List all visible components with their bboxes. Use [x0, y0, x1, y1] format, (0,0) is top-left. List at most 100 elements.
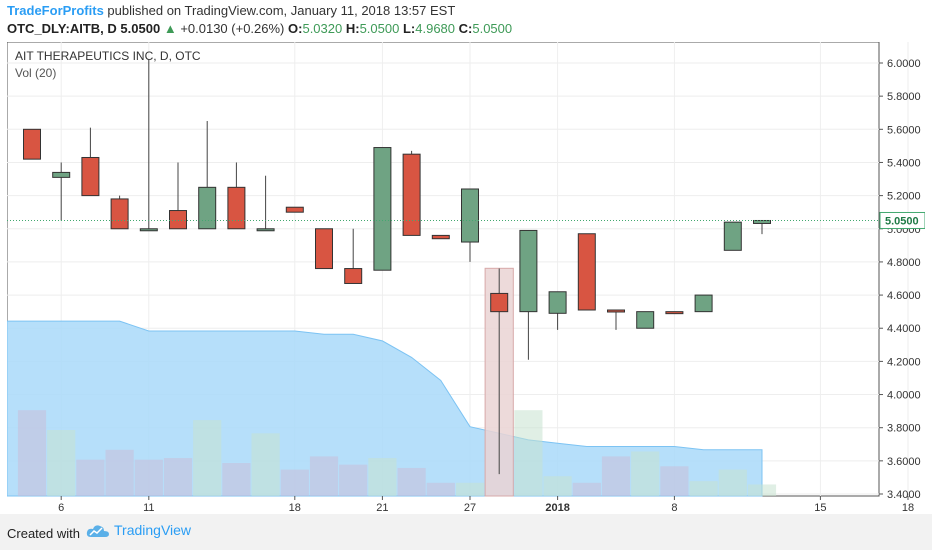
high-value: 5.0500: [359, 21, 400, 36]
created-with-text: Created with: [7, 526, 80, 541]
volume-bar: [105, 449, 134, 496]
candle-body: [723, 221, 742, 251]
open-label: O:: [288, 21, 303, 36]
y-tick-label: 5.4000: [887, 157, 921, 169]
volume-bar: [163, 458, 193, 496]
volume-bar: [47, 430, 76, 496]
price-chart[interactable]: 6.00005.80005.60005.40005.20005.00004.80…: [7, 42, 925, 514]
y-tick-label: 5.6000: [887, 124, 921, 136]
candle-body: [607, 309, 625, 313]
candle-body: [694, 294, 713, 313]
change-up-icon: ▲: [163, 21, 177, 36]
candle-body: [519, 229, 538, 313]
candle-body: [344, 268, 363, 284]
volume-bar: [455, 482, 485, 496]
volume-bar: [368, 458, 397, 496]
x-tick-label: 6: [58, 502, 64, 514]
volume-bar: [543, 476, 572, 496]
candle-body: [461, 188, 479, 243]
volume-bar: [222, 463, 251, 496]
volume-layer: [7, 267, 777, 497]
x-tick-label: 21: [376, 502, 388, 514]
volume-bar: [17, 410, 47, 496]
candle-body: [256, 228, 275, 232]
tradingview-brand: TradingView: [114, 522, 192, 538]
volume-bar: [660, 466, 689, 496]
x-tick-label: 8: [671, 502, 677, 514]
volume-bar: [193, 420, 222, 496]
y-tick-label: 6.0000: [887, 58, 921, 70]
chart-frame[interactable]: 6.0000 5.8000 5.6000 5.4000 5.2000 5.0000 4.80…: [7, 42, 925, 514]
low-label: L:: [402, 21, 416, 36]
volume-bar: [426, 482, 455, 496]
candles-layer: [23, 59, 771, 475]
candle-body: [198, 186, 217, 230]
y-tick-label: 3.6000: [887, 456, 921, 468]
y-tick-label: 5.2000: [887, 191, 921, 203]
volume-bar: [718, 469, 747, 496]
candle-body: [227, 186, 246, 230]
high-label: H:: [345, 21, 360, 36]
candle-body: [665, 311, 684, 315]
volume-bar: [280, 469, 309, 496]
volume-legend: Vol (20): [15, 66, 56, 80]
volume-bar: [397, 467, 426, 496]
volume-bar: [631, 451, 660, 496]
y-tick-label: 3.8000: [887, 423, 921, 435]
candle-body: [402, 153, 421, 236]
x-tick-label: 18: [902, 502, 914, 514]
y-tick-label: 4.0000: [887, 390, 921, 402]
close-label: C:: [458, 21, 473, 36]
last-price-badge: [879, 211, 925, 229]
candle-body: [110, 198, 129, 230]
close-value: 5.0500: [472, 21, 513, 36]
candle-body: [753, 219, 771, 224]
volume-bar: [251, 433, 280, 496]
open-value: 5.0320: [302, 21, 343, 36]
footer-bar: Created with TradingView: [0, 514, 932, 550]
candle-body: [490, 292, 509, 313]
chart-title: AIT THERAPEUTICS INC, D, OTC: [15, 49, 201, 63]
volume-bar: [76, 459, 105, 496]
candle-body: [431, 234, 450, 240]
candle-body: [373, 147, 392, 271]
x-tick-label: 27: [464, 502, 476, 514]
candle-body: [81, 156, 100, 197]
candle-body: [52, 171, 71, 178]
symbol-label: OTC_DLY:AITB, D: [7, 21, 117, 36]
y-tick-label: 4.8000: [887, 257, 921, 269]
change-value: +0.0130 (+0.26%): [180, 21, 285, 36]
candle-body: [285, 206, 304, 213]
y-tick-label: 4.2000: [887, 356, 921, 368]
publish-line: TradeForProfits published on TradingView…: [7, 3, 455, 18]
volume-bar: [134, 459, 163, 496]
x-tick-label: 2018: [545, 502, 569, 514]
y-tick-label: 3.4000: [887, 489, 921, 501]
candle-body: [548, 291, 567, 314]
last-price: 5.0500: [120, 21, 161, 36]
x-tick-label: 15: [814, 502, 826, 514]
axes-layer: 6.00005.80005.60005.40005.20005.00004.80…: [7, 58, 925, 514]
candle-body: [636, 311, 655, 329]
volume-bar: [747, 484, 777, 496]
low-value: 4.9680: [415, 21, 456, 36]
x-tick-label: 18: [289, 502, 301, 514]
y-tick-label: 4.4000: [887, 323, 921, 335]
volume-bar: [601, 456, 631, 496]
volume-bar: [572, 482, 601, 496]
y-tick-label: 5.8000: [887, 91, 921, 103]
volume-bar: [309, 456, 339, 496]
candle-body: [139, 228, 158, 232]
candle-body: [169, 210, 187, 230]
tradingview-link[interactable]: TradingView: [86, 522, 191, 538]
volume-bar: [339, 464, 368, 496]
last-price-label: 5.0500: [885, 215, 919, 227]
candle-body: [577, 233, 596, 311]
volume-bar: [514, 410, 543, 496]
ohlc-line: OTC_DLY:AITB, D 5.0500 ▲ +0.0130 (+0.26%…: [7, 21, 512, 36]
y-tick-label: 4.6000: [887, 290, 921, 302]
published-text: published on TradingView.com, January 11…: [107, 3, 456, 18]
x-tick-label: 11: [143, 502, 154, 514]
author-link[interactable]: TradeForProfits: [7, 3, 104, 18]
candle-body: [315, 228, 333, 270]
